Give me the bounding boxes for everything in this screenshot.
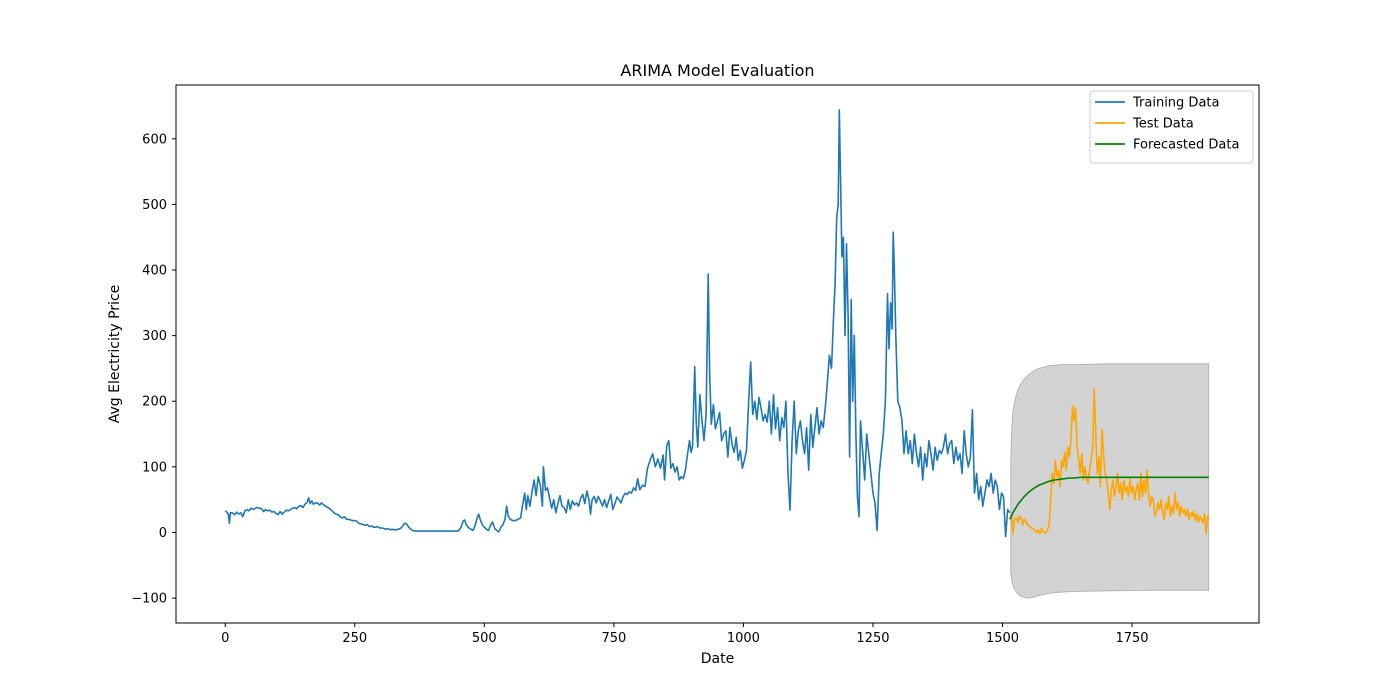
plot-frame [175, 84, 1260, 624]
series-line-test-data [1009, 387, 1210, 535]
y-tick-label: 100 [142, 460, 167, 475]
y-axis-label: Avg Electricity Price [107, 285, 123, 424]
legend-label: Test Data [1132, 117, 1194, 132]
y-tick-label: 400 [142, 264, 167, 279]
x-tick-label: 500 [472, 631, 497, 646]
y-tick-label: 200 [142, 395, 167, 410]
ticks-layer: 0 250 500 750 1000 1250 1500 1750 −100 0 100 200 300… [131, 132, 1148, 646]
legend-box [1089, 90, 1254, 164]
y-tick-label: −100 [131, 592, 167, 607]
y-tick-label: 300 [142, 329, 167, 344]
x-tick-label: 1500 [986, 631, 1019, 646]
x-tick-label: 250 [342, 631, 367, 646]
x-axis-label: Date [701, 651, 734, 667]
series-line-training-data [224, 109, 1011, 538]
y-tick-label: 0 [159, 526, 167, 541]
series-line-forecasted-data [1009, 476, 1209, 520]
legend: Training Data Test Data Forecasted Data [1089, 90, 1254, 164]
x-tick-label: 1750 [1115, 631, 1148, 646]
x-tick-label: 1250 [856, 631, 889, 646]
x-tick-label: 750 [601, 631, 626, 646]
x-tick-label: 0 [221, 631, 229, 646]
legend-label: Training Data [1132, 96, 1219, 111]
x-tick-label: 1000 [727, 631, 760, 646]
y-tick-label: 600 [142, 132, 167, 147]
series-layer [224, 109, 1210, 538]
legend-label: Forecasted Data [1133, 138, 1239, 153]
confidence-band [1010, 363, 1210, 599]
confidence-band-layer [1010, 363, 1210, 599]
chart-title: ARIMA Model Evaluation [620, 61, 814, 80]
y-tick-label: 500 [142, 198, 167, 213]
